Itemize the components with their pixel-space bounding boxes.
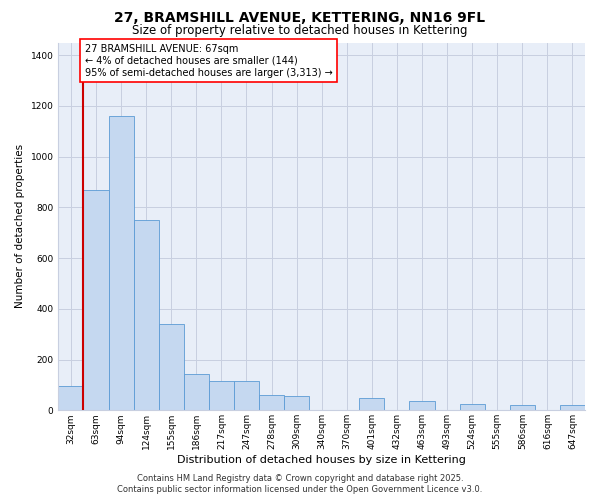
X-axis label: Distribution of detached houses by size in Kettering: Distribution of detached houses by size … xyxy=(177,455,466,465)
Bar xyxy=(134,220,159,410)
Text: 27, BRAMSHILL AVENUE, KETTERING, NN16 9FL: 27, BRAMSHILL AVENUE, KETTERING, NN16 9F… xyxy=(115,12,485,26)
Bar xyxy=(234,381,259,410)
Bar xyxy=(209,381,234,410)
Y-axis label: Number of detached properties: Number of detached properties xyxy=(15,144,25,308)
Bar xyxy=(259,395,284,410)
Bar xyxy=(184,374,209,410)
Text: Size of property relative to detached houses in Kettering: Size of property relative to detached ho… xyxy=(132,24,468,37)
Bar xyxy=(58,386,83,410)
Bar xyxy=(409,402,434,410)
Bar xyxy=(359,398,385,410)
Bar xyxy=(109,116,134,410)
Text: 27 BRAMSHILL AVENUE: 67sqm
← 4% of detached houses are smaller (144)
95% of semi: 27 BRAMSHILL AVENUE: 67sqm ← 4% of detac… xyxy=(85,44,332,78)
Bar xyxy=(510,405,535,410)
Bar xyxy=(560,405,585,410)
Bar xyxy=(284,396,309,410)
Bar xyxy=(159,324,184,410)
Text: Contains HM Land Registry data © Crown copyright and database right 2025.
Contai: Contains HM Land Registry data © Crown c… xyxy=(118,474,482,494)
Bar xyxy=(83,190,109,410)
Bar xyxy=(460,404,485,410)
